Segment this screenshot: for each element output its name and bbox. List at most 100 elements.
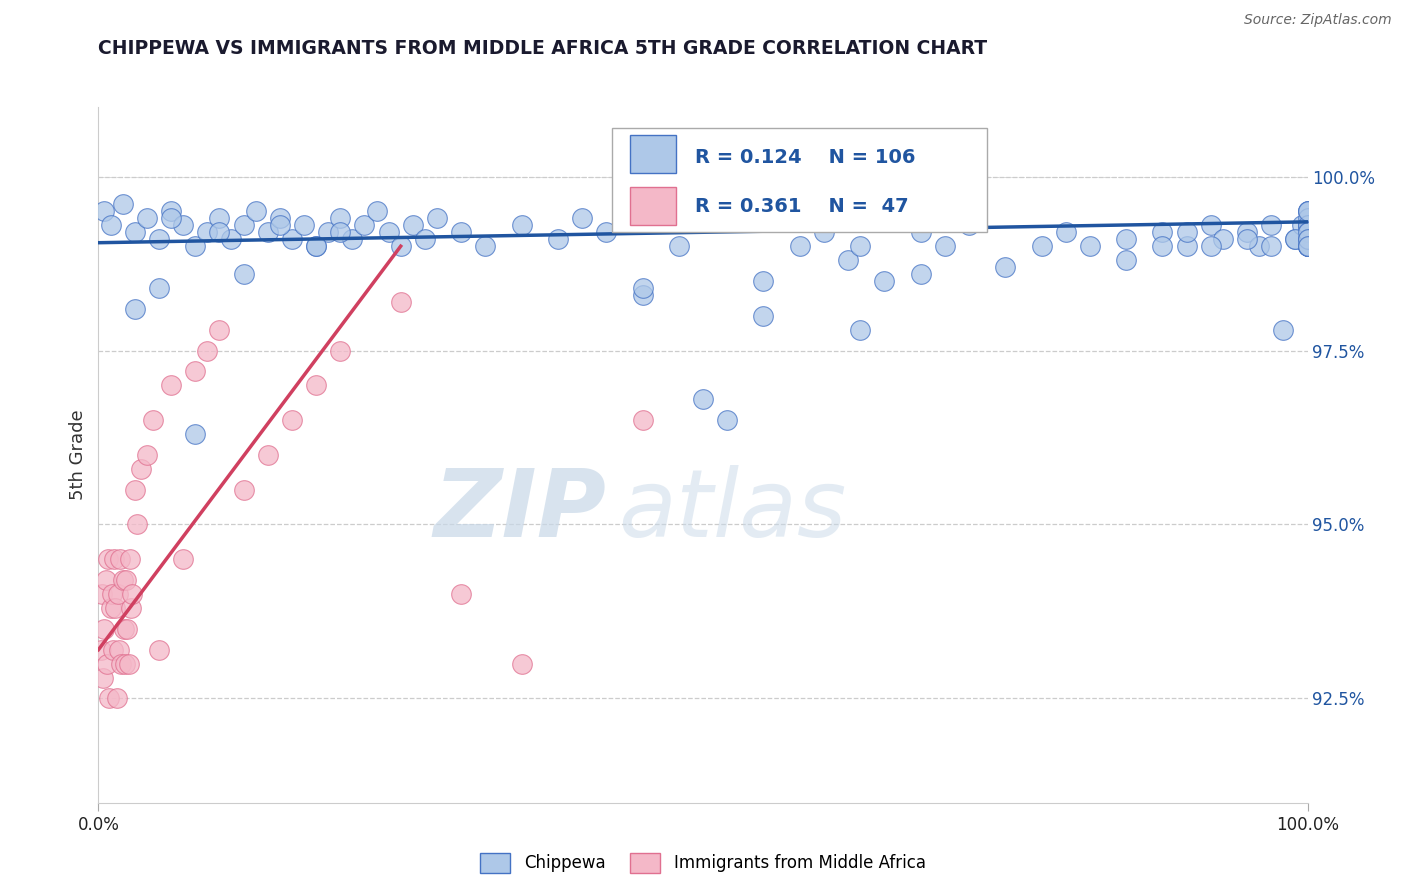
Point (184, 239, 207, 253)
Text: Source: ZipAtlas.com: Source: ZipAtlas.com (1244, 13, 1392, 28)
Point (1031, 239, 1053, 253)
Point (668, 239, 690, 253)
Point (1078, 239, 1101, 253)
Point (104, 601, 127, 615)
Point (172, 219, 194, 233)
Point (111, 197, 134, 211)
FancyBboxPatch shape (630, 187, 676, 226)
Point (329, 211, 352, 226)
Point (117, 622, 139, 636)
Point (1296, 232, 1319, 246)
Point (160, 204, 183, 219)
Point (510, 219, 533, 233)
Point (256, 448, 278, 462)
Point (1236, 225, 1258, 239)
Point (631, 288, 654, 302)
Point (148, 642, 170, 657)
Point (389, 239, 412, 253)
Point (118, 657, 141, 671)
Point (96, 657, 118, 671)
Point (813, 225, 835, 239)
Point (1284, 232, 1306, 246)
Point (329, 225, 352, 239)
Point (292, 219, 315, 233)
Point (1054, 225, 1077, 239)
Point (402, 219, 425, 233)
Text: CHIPPEWA VS IMMIGRANTS FROM MIDDLE AFRICA 5TH GRADE CORRELATION CHART: CHIPPEWA VS IMMIGRANTS FROM MIDDLE AFRIC… (98, 39, 987, 58)
Point (208, 211, 231, 226)
Point (148, 281, 170, 295)
FancyBboxPatch shape (630, 135, 676, 173)
Point (1175, 225, 1198, 239)
Point (107, 587, 129, 601)
Point (1284, 232, 1306, 246)
Point (1296, 211, 1319, 226)
Point (160, 378, 183, 392)
FancyBboxPatch shape (613, 128, 987, 232)
Point (1260, 219, 1282, 233)
Point (195, 225, 218, 239)
Point (281, 413, 304, 427)
Point (910, 267, 932, 281)
Point (100, 601, 122, 615)
Point (1296, 239, 1319, 253)
Point (1296, 219, 1319, 233)
Point (114, 657, 136, 671)
Point (111, 573, 134, 587)
Point (752, 274, 775, 288)
Point (97, 552, 120, 566)
Point (510, 657, 533, 671)
Point (571, 211, 593, 226)
Point (450, 225, 472, 239)
Point (120, 601, 142, 615)
Point (232, 483, 254, 497)
Point (1296, 239, 1319, 253)
Point (101, 642, 124, 657)
Point (124, 225, 146, 239)
Point (631, 413, 654, 427)
Text: ZIP: ZIP (433, 465, 606, 557)
Point (910, 225, 932, 239)
Point (135, 211, 157, 226)
Point (1212, 232, 1234, 246)
Point (377, 225, 399, 239)
Point (1296, 232, 1319, 246)
Point (1296, 232, 1319, 246)
Point (232, 219, 254, 233)
Point (305, 239, 328, 253)
Point (1296, 225, 1319, 239)
Point (100, 219, 122, 233)
Point (281, 232, 304, 246)
Point (208, 225, 231, 239)
Legend: Chippewa, Immigrants from Middle Africa: Chippewa, Immigrants from Middle Africa (474, 847, 932, 880)
Point (1296, 219, 1319, 233)
Point (1296, 239, 1319, 253)
Point (873, 274, 896, 288)
Point (1115, 253, 1137, 268)
Point (1296, 219, 1319, 233)
Point (1296, 232, 1319, 246)
Point (305, 378, 328, 392)
Point (692, 392, 714, 407)
Point (1115, 232, 1137, 246)
Point (342, 232, 364, 246)
Point (1296, 225, 1319, 239)
Point (105, 691, 128, 706)
Point (124, 301, 146, 316)
Point (957, 219, 980, 233)
Point (1260, 239, 1282, 253)
Point (1236, 232, 1258, 246)
Point (450, 587, 472, 601)
Point (108, 552, 131, 566)
Point (1296, 204, 1319, 219)
Point (115, 573, 138, 587)
Point (269, 219, 291, 233)
Point (1199, 219, 1222, 233)
Point (752, 309, 775, 323)
Point (305, 239, 328, 253)
Point (994, 260, 1017, 274)
Point (172, 552, 194, 566)
Point (91, 671, 114, 685)
Point (91, 587, 114, 601)
Point (1296, 204, 1319, 219)
